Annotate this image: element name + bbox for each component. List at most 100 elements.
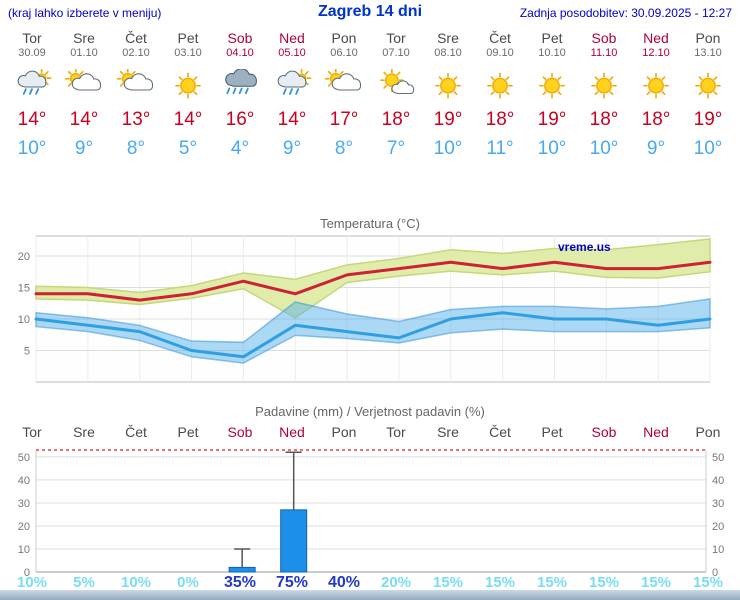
precip-bar (280, 509, 308, 573)
temp-max: 14° (17, 109, 47, 130)
temp-max: 16° (225, 109, 255, 130)
temp-max: 19° (433, 109, 463, 130)
temp-ytick-label: 10 (18, 314, 30, 326)
day-column: Pon 06.10 17° 8° (318, 30, 370, 160)
precip-probability: 15% (484, 574, 516, 591)
temp-min: 8° (126, 138, 146, 159)
temp-min: 9° (282, 138, 302, 159)
temp-ytick-label: 20 (18, 251, 30, 263)
day-column: Sre 08.10 19° 10° (422, 30, 474, 160)
precip-ytick-label-left: 10 (18, 544, 30, 556)
precip-day-label: Čet (489, 424, 511, 440)
temp-max: 18° (381, 109, 411, 130)
day-date: 03.10 (174, 47, 202, 59)
min-temp-line (34, 311, 712, 359)
precip-probability: 15% (432, 574, 464, 591)
temp-min: 9° (74, 138, 94, 159)
day-name: Čet (125, 30, 147, 46)
temp-max: 14° (173, 109, 203, 130)
precip-ytick-label-right: 50 (712, 452, 724, 464)
day-date: 07.10 (382, 47, 410, 59)
precip-day-label: Ned (643, 424, 669, 440)
temp-min: 11° (486, 138, 514, 159)
precip-probability: 40% (327, 574, 361, 591)
rain-sun-icon (266, 66, 318, 104)
precip-day-label: Sre (437, 424, 459, 440)
heavy-rain-icon (214, 66, 266, 104)
day-name: Tor (386, 30, 406, 46)
day-date: 05.10 (278, 47, 306, 59)
day-name: Sob (227, 30, 253, 46)
day-name: Pon (331, 30, 357, 46)
precip-probability: 10% (120, 574, 152, 591)
day-column: Sob 11.10 18° 10° (578, 30, 630, 160)
precip-ytick-label-right: 30 (712, 498, 724, 510)
precip-day-label: Pon (695, 424, 721, 440)
temp-max: 19° (693, 109, 723, 130)
day-name: Tor (22, 30, 42, 46)
precip-ytick-label-left: 20 (18, 521, 30, 533)
precip-bar (228, 566, 256, 573)
day-column: Tor 30.09 14° 10° (6, 30, 58, 160)
day-date: 12.10 (642, 47, 670, 59)
max-range-band (35, 238, 711, 319)
temperature-chart: 5 10 15 20 (18, 235, 712, 383)
day-name: Ned (643, 30, 669, 46)
temp-max: 14° (69, 109, 99, 130)
sunny-icon (422, 66, 474, 104)
mostly-sunny-icon (370, 66, 422, 104)
day-date: 30.09 (18, 47, 46, 59)
day-date: 04.10 (226, 47, 254, 59)
day-column: Pet 10.10 19° 10° (526, 30, 578, 160)
day-date: 02.10 (122, 47, 150, 59)
temp-min: 5° (178, 138, 198, 159)
day-date: 09.10 (486, 47, 514, 59)
precip-probability: 35% (223, 574, 257, 591)
precip-ytick-label-left: 0 (24, 567, 30, 579)
day-name: Pon (695, 30, 721, 46)
partly-cloudy-icon (318, 66, 370, 104)
partly-cloudy-icon (110, 66, 162, 104)
temp-ytick-label: 5 (24, 346, 30, 358)
temp-max: 19° (537, 109, 567, 130)
temp-max: 18° (641, 109, 671, 130)
temp-max: 17° (329, 109, 359, 130)
precip-probability: 75% (275, 574, 309, 591)
forecast-strip: Tor 30.09 14° 10° Sre 01.10 14° 9° Čet 02.10 13° 8°… (6, 30, 734, 160)
precip-plot-area (36, 450, 706, 572)
sunny-icon (162, 66, 214, 104)
temp-min: 8° (334, 138, 354, 159)
day-column: Ned 12.10 18° 9° (630, 30, 682, 160)
precip-ytick-label-right: 40 (712, 475, 724, 487)
last-updated: Zadnja posodobitev: 30.09.2025 - 12:27 (519, 6, 732, 20)
day-column: Tor 07.10 18° 7° (370, 30, 422, 160)
day-column: Čet 09.10 18° 11° (474, 30, 526, 160)
day-date: 08.10 (434, 47, 462, 59)
precip-probability: 15% (588, 574, 620, 591)
precip-probability: 15% (640, 574, 672, 591)
precipitation-chart-title: Padavine (mm) / Verjetnost padavin (%) (255, 404, 485, 419)
precip-ytick-label-left: 50 (18, 452, 30, 464)
day-column: Čet 02.10 13° 8° (110, 30, 162, 160)
precip-probability: 20% (380, 574, 412, 591)
watermark: vreme.us (558, 240, 611, 254)
precip-ytick-label-left: 30 (18, 498, 30, 510)
day-name: Pet (177, 30, 199, 46)
temp-min: 10° (589, 138, 619, 159)
sunny-icon (474, 66, 526, 104)
day-column: Sob 04.10 16° 4° (214, 30, 266, 160)
max-temp-line (34, 260, 712, 302)
precip-day-label: Pet (541, 424, 563, 440)
min-range-band (35, 297, 711, 364)
precip-day-label: Čet (125, 424, 147, 440)
precip-day-label: Sre (73, 424, 95, 440)
sunny-icon (682, 66, 734, 104)
temp-max: 14° (277, 109, 307, 130)
precip-ytick-label-right: 10 (712, 544, 724, 556)
precip-day-label: Sob (591, 424, 617, 440)
day-name: Sob (591, 30, 617, 46)
temp-min: 10° (693, 138, 723, 159)
precip-day-label: Sob (227, 424, 253, 440)
precip-ytick-label-right: 20 (712, 521, 724, 533)
precip-gridlines (36, 456, 706, 550)
